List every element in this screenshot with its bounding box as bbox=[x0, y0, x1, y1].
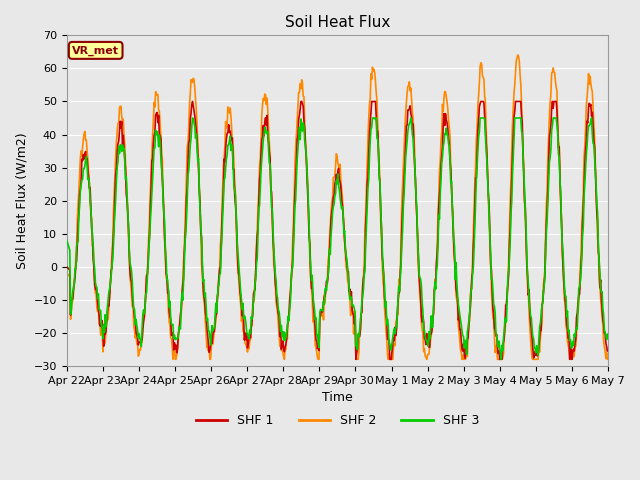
Title: Soil Heat Flux: Soil Heat Flux bbox=[285, 15, 390, 30]
Text: VR_met: VR_met bbox=[72, 45, 119, 56]
X-axis label: Time: Time bbox=[322, 391, 353, 404]
Legend: SHF 1, SHF 2, SHF 3: SHF 1, SHF 2, SHF 3 bbox=[191, 409, 484, 432]
Y-axis label: Soil Heat Flux (W/m2): Soil Heat Flux (W/m2) bbox=[15, 132, 28, 269]
